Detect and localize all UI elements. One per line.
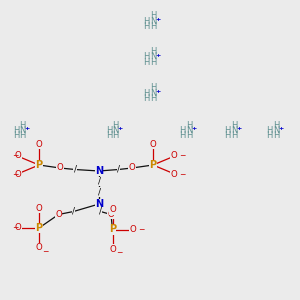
Text: H: H [143,52,150,62]
Text: H: H [150,11,157,20]
Text: H: H [143,22,150,31]
Text: H: H [179,131,186,140]
Text: H: H [106,131,112,140]
Text: H: H [186,121,193,130]
Text: H: H [150,83,157,92]
Text: O: O [36,243,42,252]
Text: O: O [170,151,177,160]
Text: N: N [273,126,280,135]
Text: O: O [55,210,62,219]
Text: N: N [150,88,157,98]
Text: N: N [150,52,157,62]
Text: O: O [170,170,177,179]
Text: O: O [36,140,42,149]
Text: P: P [109,224,116,235]
Text: H: H [20,121,26,130]
Text: +: + [155,53,160,58]
Text: H: H [20,131,26,140]
Text: +: + [191,126,196,131]
Text: +: + [278,126,284,131]
Text: /: / [72,207,75,216]
Text: H: H [231,131,238,140]
Text: −: − [179,170,185,179]
Text: H: H [112,131,119,140]
Text: H: H [150,22,157,31]
Text: H: H [143,94,150,103]
Text: −: − [43,247,49,256]
Text: H: H [273,131,280,140]
Text: H: H [106,126,112,135]
Text: H: H [266,131,273,140]
Text: O: O [15,170,21,179]
Text: P: P [149,160,157,170]
Text: +: + [155,17,160,22]
Text: H: H [143,58,150,67]
Text: H: H [179,126,186,135]
Text: −: − [116,248,122,257]
Text: −: − [179,151,185,160]
Text: P: P [35,223,43,233]
Text: H: H [150,58,157,67]
Text: H: H [13,126,20,135]
Text: H: H [143,88,150,98]
Text: H: H [186,131,193,140]
Text: N: N [186,126,193,135]
Text: O: O [15,151,21,160]
Text: N: N [150,16,157,26]
Text: H: H [224,131,231,140]
Text: O: O [108,210,114,219]
Text: O: O [57,164,63,172]
Text: /: / [117,165,120,174]
Text: +: + [155,89,160,94]
Text: H: H [150,47,157,56]
Text: O: O [150,140,156,149]
Text: H: H [273,121,280,130]
Text: −: − [13,151,19,160]
Text: H: H [224,126,231,135]
Text: O: O [15,224,21,232]
Text: H: H [13,131,20,140]
Text: H: H [231,121,238,130]
Text: O: O [109,244,116,253]
Text: −: − [12,224,18,232]
Text: O: O [129,164,135,172]
Text: +: + [25,126,30,131]
Text: O: O [130,225,136,234]
Text: N: N [231,126,238,135]
Text: P: P [35,160,43,170]
Text: O: O [36,204,42,213]
Text: N: N [20,126,26,135]
Text: /: / [98,177,100,186]
Text: /: / [98,188,100,196]
Text: +: + [118,126,123,131]
Text: H: H [112,121,119,130]
Text: +: + [236,126,242,131]
Text: −: − [138,225,145,234]
Text: N: N [95,166,103,176]
Text: H: H [266,126,273,135]
Text: N: N [112,126,119,135]
Text: /: / [99,207,102,216]
Text: O: O [109,206,116,214]
Text: H: H [143,16,150,26]
Text: N: N [95,199,103,209]
Text: /: / [74,165,76,174]
Text: −: − [13,170,19,179]
Text: H: H [150,94,157,103]
